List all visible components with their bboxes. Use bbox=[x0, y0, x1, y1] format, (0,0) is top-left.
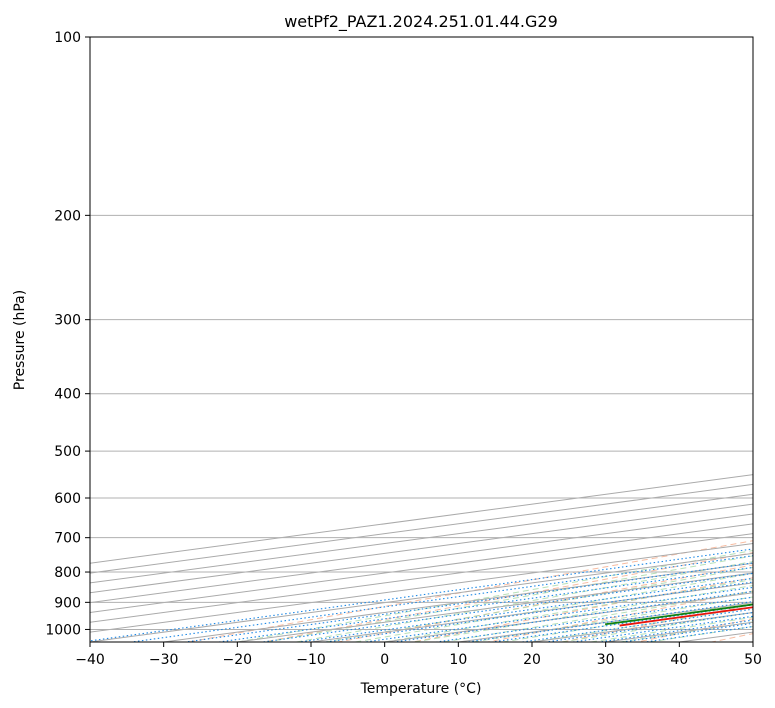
isotherm-line bbox=[90, 533, 753, 623]
y-tick-label: 200 bbox=[54, 208, 81, 224]
y-tick-label: 400 bbox=[54, 387, 81, 403]
y-tick-label: 1000 bbox=[45, 622, 81, 638]
y-tick-label: 700 bbox=[54, 531, 81, 547]
mixing-ratio-lines bbox=[90, 548, 753, 642]
x-axis: −40 −30 −20 −10 0 10 20 30 40 50 bbox=[75, 642, 762, 668]
moist-adiabat bbox=[237, 549, 753, 642]
y-tick-label: 100 bbox=[54, 30, 81, 46]
mixing-ratio-line bbox=[262, 572, 753, 642]
isotherm-line bbox=[90, 493, 753, 584]
x-tick-label: 50 bbox=[744, 652, 762, 668]
x-tick-label: −30 bbox=[149, 652, 179, 668]
mixing-ratio-line bbox=[325, 581, 753, 642]
x-tick-label: 10 bbox=[449, 652, 467, 668]
x-tick-label: 40 bbox=[670, 652, 688, 668]
plot-frame bbox=[89, 36, 754, 643]
y-tick-label: 900 bbox=[54, 595, 81, 611]
x-tick-label: 0 bbox=[380, 652, 389, 668]
moist-adiabat bbox=[266, 555, 753, 642]
y-tick-label: 600 bbox=[54, 491, 81, 507]
isotherm-line bbox=[90, 513, 753, 604]
moist-adiabat bbox=[384, 578, 753, 642]
y-tick-label: 300 bbox=[54, 313, 81, 329]
grid-lines bbox=[90, 37, 753, 642]
mixing-ratio-line bbox=[522, 608, 753, 642]
isotherm-line bbox=[90, 474, 753, 564]
dry-adiabat bbox=[188, 540, 753, 642]
y-tick-label: 800 bbox=[54, 565, 81, 581]
isotherm-line bbox=[90, 503, 753, 594]
x-tick-label: 30 bbox=[597, 652, 615, 668]
isotherm-line bbox=[90, 523, 753, 613]
x-tick-label: 20 bbox=[523, 652, 541, 668]
y-tick-label: 500 bbox=[54, 444, 81, 460]
x-axis-label: Temperature (°C) bbox=[360, 681, 482, 697]
y-axis: 100 200 300 400 500 600 700 800 900 1000 bbox=[45, 30, 90, 638]
x-tick-label: −20 bbox=[223, 652, 253, 668]
moist-adiabat bbox=[325, 566, 753, 642]
mixing-ratio-line bbox=[131, 555, 753, 642]
chart-title: wetPf2_PAZ1.2024.251.01.44.G29 bbox=[284, 12, 558, 32]
x-tick-label: −40 bbox=[75, 652, 105, 668]
mixing-ratio-line bbox=[394, 590, 753, 642]
isotherm-line bbox=[90, 483, 753, 574]
y-axis-label: Pressure (hPa) bbox=[12, 290, 28, 390]
moist-adiabat bbox=[472, 596, 753, 642]
x-tick-label: −10 bbox=[296, 652, 326, 668]
mixing-ratio-line bbox=[185, 562, 753, 642]
moist-adiabat bbox=[296, 561, 753, 642]
